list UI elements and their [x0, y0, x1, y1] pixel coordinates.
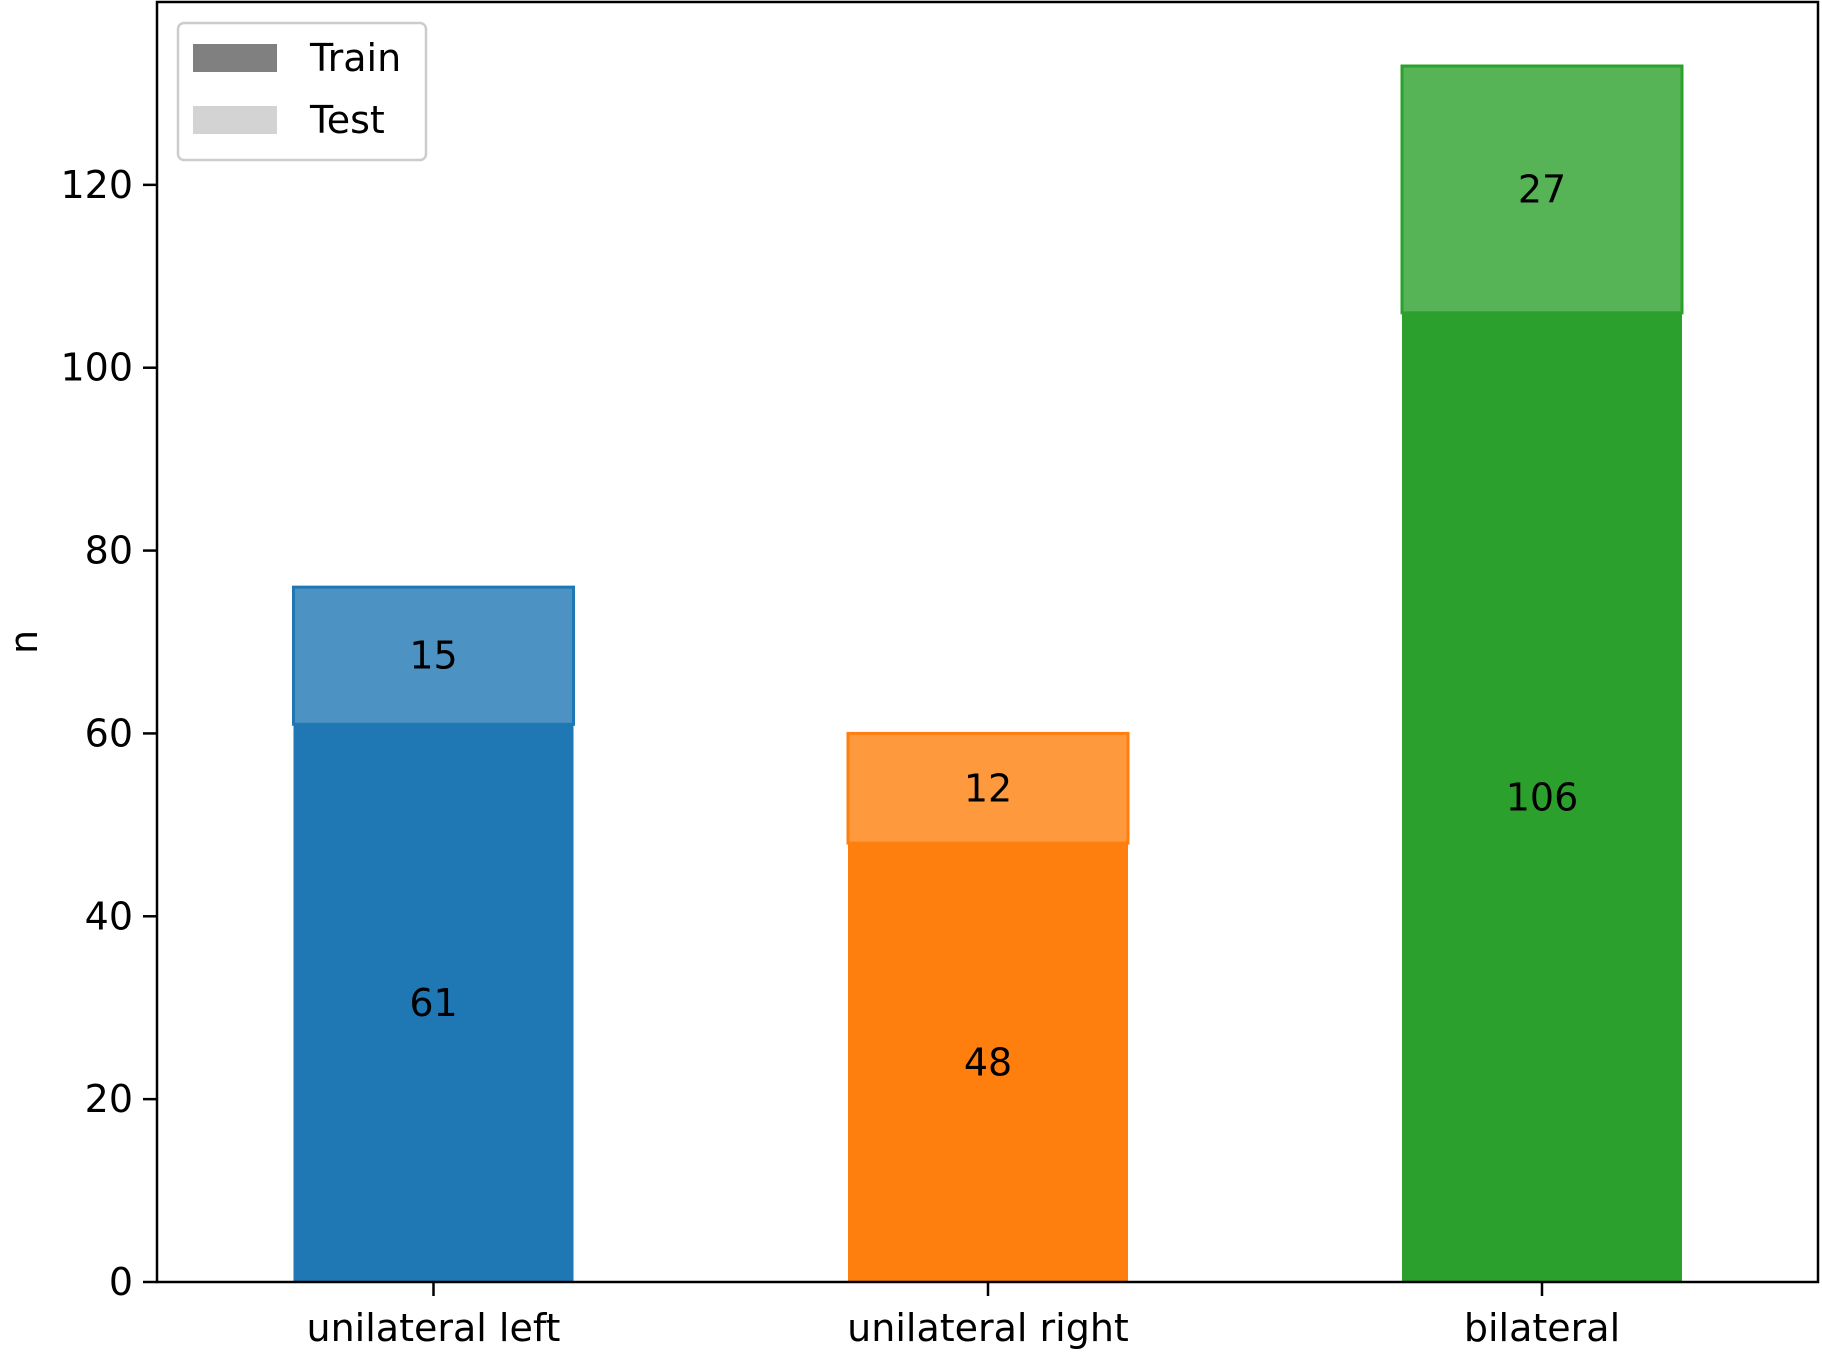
- bar-test-2: [846, 731, 1130, 845]
- x-axis: unilateral left unilateral right bilateral: [307, 1282, 1620, 1350]
- y-tick-label: 40: [85, 894, 133, 938]
- x-tick-label: unilateral left: [307, 1306, 561, 1350]
- legend: Train Test: [176, 21, 428, 162]
- y-tick-label: 80: [85, 529, 133, 573]
- bar-value-label: 12: [964, 766, 1012, 810]
- legend-swatch-train: [193, 44, 277, 72]
- bar-test-1: [292, 585, 575, 726]
- bars-group: [292, 64, 1684, 1282]
- legend-label-train: Train: [309, 36, 401, 80]
- y-tick-label: 120: [60, 163, 133, 207]
- bar-value-label: 106: [1506, 775, 1579, 819]
- bar-train-1: [293, 724, 574, 1282]
- bar-value-label: 27: [1518, 167, 1566, 211]
- x-tick-label: bilateral: [1464, 1306, 1620, 1350]
- bar-train-2: [848, 843, 1128, 1282]
- bar-value-label: 15: [409, 634, 457, 678]
- bar-test-3: [1400, 64, 1684, 315]
- x-tick-label: unilateral right: [847, 1306, 1129, 1350]
- bar-value-label: 61: [409, 981, 457, 1025]
- legend-label-test: Test: [309, 98, 385, 142]
- bar-labels-group: 61 15 48 12 106 27: [409, 167, 1578, 1084]
- y-tick-label: 0: [109, 1260, 133, 1304]
- y-axis-title: n: [2, 630, 46, 654]
- bar-value-label: 48: [964, 1041, 1012, 1085]
- legend-swatch-test: [193, 106, 277, 134]
- y-tick-label: 20: [85, 1077, 133, 1121]
- y-axis: 0 20 40 60 80 100 120: [60, 163, 157, 1304]
- bar-train-3: [1402, 312, 1682, 1282]
- y-tick-label: 100: [60, 346, 133, 390]
- y-tick-label: 60: [85, 711, 133, 755]
